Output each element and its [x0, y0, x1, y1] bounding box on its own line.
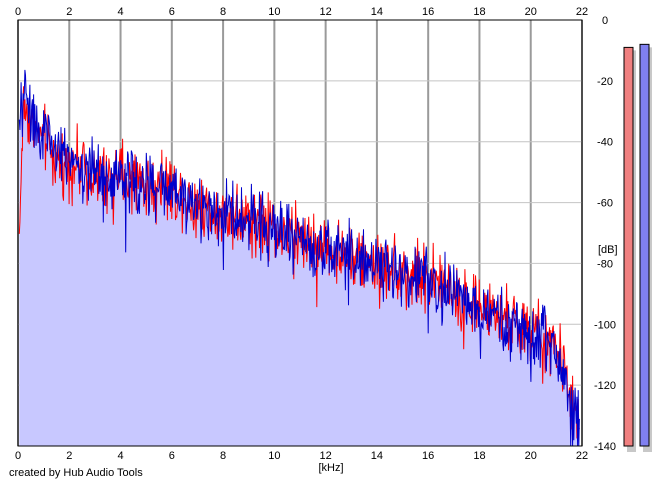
- x-tick-label: 18: [473, 450, 485, 462]
- x-tick-label: 18: [473, 6, 485, 18]
- x-tick-label: 16: [422, 450, 434, 462]
- x-tick-label: 8: [220, 6, 226, 18]
- x-tick-labels-top: 0 2 4 6 8 10 12 14 16 18 20 22: [15, 6, 588, 18]
- level-meters: [623, 43, 652, 453]
- y-tick-label: -20: [597, 76, 613, 88]
- x-tick-label: 4: [117, 450, 123, 462]
- y-tick-label: -100: [594, 319, 616, 331]
- y-tick-label: -140: [594, 441, 616, 453]
- x-tick-label: 20: [525, 450, 537, 462]
- x-tick-label: 20: [525, 6, 537, 18]
- series-layer: [18, 69, 580, 447]
- x-tick-label: 0: [15, 450, 21, 462]
- x-tick-label: 14: [371, 6, 383, 18]
- y-tick-label: -60: [597, 198, 613, 210]
- y-tick-labels: 0 -20 -40 -60 -80 -100 -120 -140: [594, 15, 616, 453]
- spectrum-fill: [19, 69, 580, 447]
- level-meter-1: [623, 46, 634, 447]
- plot-frame: [17, 19, 583, 447]
- x-tick-label: 14: [371, 450, 383, 462]
- x-tick-label: 22: [576, 450, 588, 462]
- x-tick-label: 8: [220, 450, 226, 462]
- x-tick-label: 10: [268, 450, 280, 462]
- x-tick-label: 4: [117, 6, 123, 18]
- x-tick-label: 2: [66, 6, 72, 18]
- series-line-2: [18, 69, 580, 447]
- x-tick-label: 6: [169, 6, 175, 18]
- x-tick-label: 2: [66, 450, 72, 462]
- x-axis-label: [kHz]: [318, 462, 343, 474]
- y-tick-label: -80: [597, 258, 613, 270]
- y-axis-label: [dB]: [598, 244, 618, 256]
- series-line-1: [18, 86, 580, 439]
- x-tick-label: 12: [320, 6, 332, 18]
- x-tick-label: 10: [268, 6, 280, 18]
- credit-text: created by Hub Audio Tools: [9, 467, 143, 479]
- x-tick-labels-bottom: 0 2 4 6 8 10 12 14 16 18 20 22: [15, 450, 588, 462]
- y-tick-label: -40: [597, 137, 613, 149]
- x-tick-label: 22: [576, 6, 588, 18]
- x-tick-label: 12: [320, 450, 332, 462]
- x-tick-label: 0: [15, 6, 21, 18]
- y-tick-label: -120: [594, 380, 616, 392]
- x-tick-label: 16: [422, 6, 434, 18]
- x-tick-label: 6: [169, 450, 175, 462]
- level-meter-2: [639, 43, 650, 447]
- y-tick-label: 0: [602, 15, 608, 27]
